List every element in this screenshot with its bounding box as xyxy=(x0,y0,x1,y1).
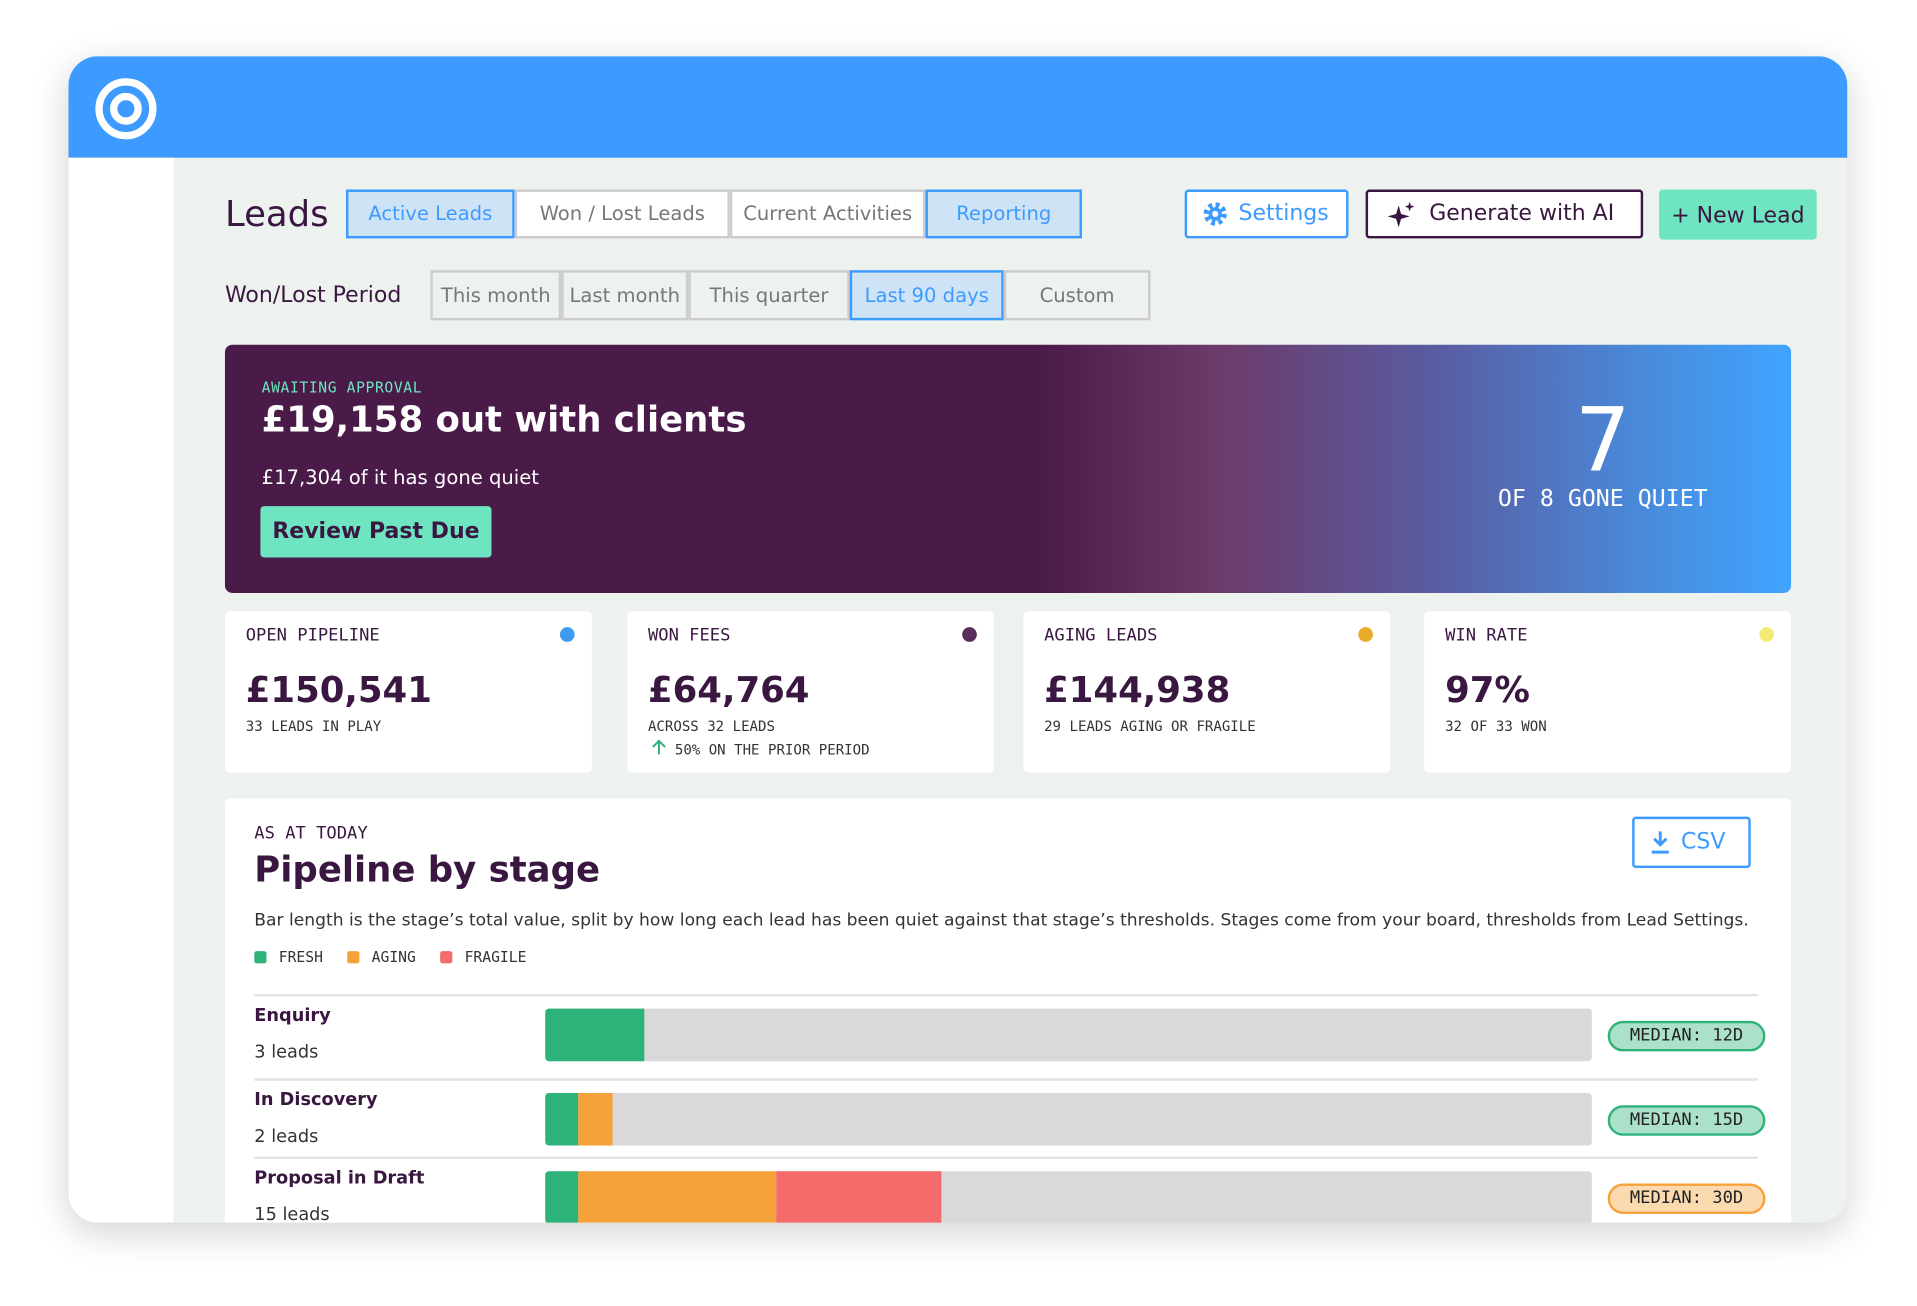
kpi-note: 29 LEADS AGING OR FRAGILE xyxy=(1044,717,1256,735)
review-button[interactable]: Review Past Due xyxy=(260,506,492,558)
up-arrow xyxy=(652,739,666,755)
kpi-note: 32 OF 33 WON xyxy=(1445,717,1547,735)
logo xyxy=(95,78,157,140)
stage-count: 15 leads xyxy=(254,1205,330,1223)
stage-count: 3 leads xyxy=(254,1042,319,1063)
bar-segment xyxy=(545,1092,579,1146)
kpi-label: AGING LEADS xyxy=(1044,625,1158,646)
kpi-value: £150,541 xyxy=(245,668,432,711)
download-icon xyxy=(1651,831,1669,854)
stage-name: In Discovery xyxy=(254,1090,378,1111)
kpi-card: WIN RATE 97% 32 OF 33 WON xyxy=(1424,611,1792,773)
period-label: Won/Lost Period xyxy=(224,282,402,309)
new-lead-button[interactable]: + New Lead xyxy=(1659,189,1817,240)
bar-segment xyxy=(578,1092,613,1146)
quiet-count: 7 xyxy=(1574,388,1631,492)
page-title: Leads xyxy=(224,193,329,235)
bar-segment xyxy=(578,1171,777,1223)
period-option[interactable]: This quarter xyxy=(688,270,850,321)
median-pill: MEDIAN: 30D xyxy=(1607,1183,1766,1215)
row-divider xyxy=(254,1156,1759,1160)
bar-segment xyxy=(545,1008,645,1062)
kpi-value: £64,764 xyxy=(647,668,810,711)
legend-label: FRESH xyxy=(278,948,323,966)
kpi-dot xyxy=(1358,627,1373,642)
pipeline-card: AS AT TODAY Pipeline by stage CSV Bar lengt… xyxy=(224,798,1792,1223)
banner-eyebrow: AWAITING APPROVAL xyxy=(261,378,423,397)
generate-ai-button[interactable]: Generate with AI xyxy=(1365,189,1644,239)
pipeline-eyebrow: AS AT TODAY xyxy=(254,824,368,844)
sparkle-icon xyxy=(1387,201,1415,228)
kpi-card: OPEN PIPELINE £150,541 33 LEADS IN PLAY xyxy=(224,611,592,773)
kpi-note: ACROSS 32 LEADS xyxy=(647,717,775,735)
bar-segment xyxy=(776,1171,942,1223)
kpi-label: WON FEES xyxy=(647,625,731,646)
kpi-dot xyxy=(1759,627,1774,642)
period-option[interactable]: Custom xyxy=(1003,270,1151,321)
pipeline-description: Bar length is the stage’s total value, s… xyxy=(254,910,1749,931)
kpi-value: £144,938 xyxy=(1044,668,1231,711)
period-option[interactable]: Last 90 days xyxy=(849,270,1004,321)
tab[interactable]: Active Leads xyxy=(345,189,515,239)
median-pill: MEDIAN: 15D xyxy=(1607,1105,1766,1136)
kpi-card: WON FEES £64,764 ACROSS 32 LEADS 50% ON THE… xyxy=(627,611,994,773)
stage-name: Enquiry xyxy=(254,1006,331,1026)
stage-name: Proposal in Draft xyxy=(254,1168,425,1189)
bar-segment xyxy=(545,1171,579,1223)
kpi-label: WIN RATE xyxy=(1445,625,1528,646)
gear-icon xyxy=(1203,202,1227,226)
banner-title: £19,158 out with clients xyxy=(261,398,747,441)
legend-swatch xyxy=(440,951,453,964)
period-option[interactable]: Last month xyxy=(561,270,689,321)
kpi-change: 50% ON THE PRIOR PERIOD xyxy=(674,740,870,758)
tab[interactable]: Reporting xyxy=(925,189,1082,239)
banner: AWAITING APPROVAL £19,158 out with client… xyxy=(224,344,1792,593)
bar-track xyxy=(545,1092,1592,1146)
row-divider xyxy=(254,1078,1759,1081)
kpi-label: OPEN PIPELINE xyxy=(245,625,380,646)
bar-track xyxy=(545,1008,1592,1062)
banner-subtitle: £17,304 of it has gone quiet xyxy=(261,465,539,490)
app-window: Leads Active Leads Won / Lost Leads Current… xyxy=(68,56,1848,1223)
csv-button[interactable]: CSV xyxy=(1632,816,1751,869)
median-pill: MEDIAN: 12D xyxy=(1607,1020,1766,1052)
stage-count: 2 leads xyxy=(254,1127,319,1147)
legend-label: AGING xyxy=(371,948,416,966)
period-option[interactable]: This month xyxy=(430,270,562,321)
kpi-dot xyxy=(559,627,575,642)
legend-label: FRAGILE xyxy=(464,948,527,966)
top-bar xyxy=(68,56,1848,158)
settings-button[interactable]: Settings xyxy=(1184,189,1349,239)
kpi-card: AGING LEADS £144,938 29 LEADS AGING OR FRA… xyxy=(1023,611,1391,773)
quiet-caption: OF 8 GONE QUIET xyxy=(1497,485,1708,513)
kpi-dot xyxy=(962,627,977,642)
legend-swatch xyxy=(254,951,267,964)
legend-swatch xyxy=(347,951,360,964)
kpi-note: 33 LEADS IN PLAY xyxy=(245,717,382,735)
tab[interactable]: Won / Lost Leads xyxy=(514,189,730,239)
pipeline-title: Pipeline by stage xyxy=(254,848,601,891)
row-divider xyxy=(254,993,1759,997)
kpi-value: 97% xyxy=(1445,668,1530,711)
sidebar xyxy=(68,157,174,1223)
tab[interactable]: Current Activities xyxy=(729,189,926,239)
